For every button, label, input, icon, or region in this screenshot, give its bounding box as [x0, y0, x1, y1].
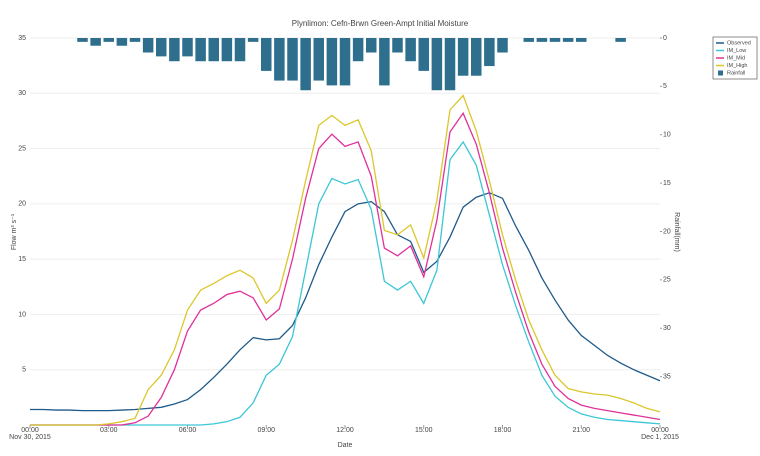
rainfall-bar	[221, 38, 233, 62]
rainfall-bar	[77, 38, 88, 42]
legend-label: Observed	[727, 40, 751, 46]
x-tick-label: 06:00	[179, 427, 197, 434]
rainfall-bar	[457, 38, 469, 76]
rainfall-bar	[261, 38, 272, 71]
series-line	[30, 94, 661, 426]
rainfall-bar	[182, 38, 193, 57]
rainfall-bar	[352, 38, 364, 62]
rainfall-bar	[300, 38, 311, 91]
y2-tick-label: 30	[663, 325, 671, 332]
x-tick-date: Nov 30, 2015	[9, 434, 51, 441]
y-tick-label: 10	[18, 311, 26, 318]
rainfall-bar	[156, 38, 167, 57]
y2-tick-label: 0	[663, 35, 667, 42]
y2-tick-label: 25	[663, 277, 671, 284]
rainfall-bar	[549, 38, 561, 42]
rainfall-bar	[484, 38, 495, 67]
legend-swatch	[718, 70, 723, 76]
rainfall-bar	[405, 38, 416, 62]
x-tick-label: 21:00	[572, 427, 590, 434]
rainfall-bar	[129, 38, 141, 42]
y2-tick-label: 20	[663, 228, 671, 235]
rainfall-bar	[313, 38, 324, 81]
y2-tick-label: 10	[663, 132, 671, 139]
y-tick-label: 5	[22, 367, 26, 374]
rainfall-bar	[142, 38, 154, 53]
rainfall-bar	[615, 38, 626, 42]
rainfall-bar	[392, 38, 403, 53]
legend-label: IM_Mid	[727, 55, 745, 61]
x-tick-label: 00:00	[651, 427, 669, 434]
legend-label: IM_High	[727, 63, 747, 69]
y-tick-label: 30	[18, 90, 26, 97]
series-line	[30, 140, 661, 426]
rainfall-bar	[274, 38, 285, 81]
y-tick-label: 35	[18, 35, 26, 42]
y-tick-label: 20	[18, 201, 26, 208]
rainfall-bar	[90, 38, 101, 46]
rainfall-bar	[169, 38, 180, 62]
rainfall-bar	[195, 38, 206, 62]
y2-axis-title: Rainfall(mm)	[673, 212, 680, 252]
rainfall-bar	[366, 38, 377, 53]
rainfall-bar	[287, 38, 298, 81]
rainfall-bar	[339, 38, 351, 86]
x-tick-label: 00:00	[21, 427, 39, 434]
rainfall-bar	[208, 38, 219, 62]
legend-label: Rainfall	[727, 70, 745, 76]
rainfall-bar	[247, 38, 259, 42]
chart-title: Plynlimon: Cefn-Brwn Green-Ampt Initial …	[292, 19, 469, 28]
rainfall-bar	[523, 38, 534, 42]
series-line	[30, 111, 661, 426]
y-tick-label: 25	[18, 145, 26, 152]
x-tick-label: 03:00	[100, 427, 118, 434]
y2-tick-label: 15	[663, 180, 671, 187]
rainfall-bar	[576, 38, 587, 42]
y-tick-label: 15	[18, 256, 26, 263]
x-tick-date: Dec 1, 2015	[641, 434, 679, 441]
legend-label: IM_Low	[727, 48, 746, 54]
rainfall-bar	[379, 38, 390, 86]
rainfall-bar	[471, 38, 482, 76]
rainfall-bar	[536, 38, 548, 42]
rainfall-bar	[234, 38, 246, 62]
y-axis-title: Flow m³ s⁻¹	[11, 213, 18, 250]
x-tick-label: 15:00	[415, 427, 433, 434]
rainfall-bar	[418, 38, 429, 71]
rainfall-bar	[116, 38, 128, 46]
rainfall-bar	[431, 38, 443, 91]
x-tick-label: 18:00	[494, 427, 512, 434]
rainfall-bar	[497, 38, 508, 53]
x-tick-label: 12:00	[336, 427, 354, 434]
rainfall-bar	[103, 38, 114, 42]
rainfall-bar	[444, 38, 456, 91]
y2-tick-label: 35	[663, 373, 671, 380]
x-axis-title: Date	[338, 442, 353, 449]
rainfall-bar	[562, 38, 574, 42]
x-tick-label: 09:00	[257, 427, 275, 434]
rainfall-bar	[326, 38, 338, 86]
y2-tick-label: 5	[663, 83, 667, 90]
series-line	[30, 192, 661, 412]
